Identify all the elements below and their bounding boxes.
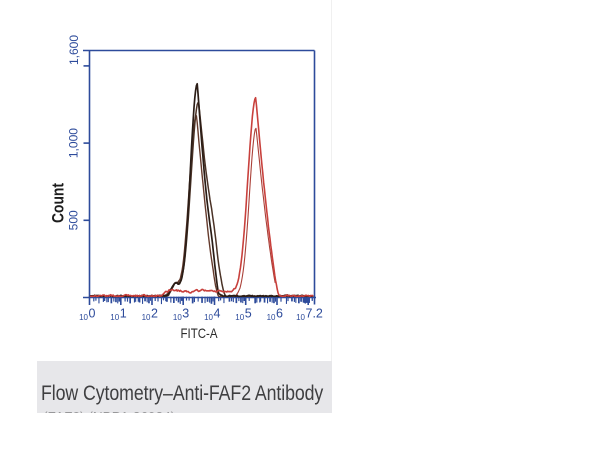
svg-text:Count: Count (49, 183, 68, 223)
svg-text:10: 10 (235, 313, 244, 322)
svg-text:10: 10 (142, 313, 151, 322)
svg-text:10: 10 (296, 313, 305, 322)
svg-text:500: 500 (67, 210, 81, 230)
svg-text:1: 1 (120, 307, 127, 321)
svg-text:1,000: 1,000 (67, 128, 81, 158)
svg-text:3: 3 (182, 307, 189, 321)
svg-text:7.2: 7.2 (306, 307, 323, 321)
svg-text:0: 0 (89, 307, 96, 321)
svg-text:10: 10 (110, 313, 119, 322)
svg-text:4: 4 (214, 307, 221, 321)
svg-text:10: 10 (79, 313, 88, 322)
svg-text:2: 2 (151, 307, 158, 321)
svg-text:1,600: 1,600 (67, 35, 81, 65)
svg-text:10: 10 (204, 313, 213, 322)
svg-text:FITC-A: FITC-A (181, 325, 219, 341)
svg-text:6: 6 (276, 307, 283, 321)
svg-text:10: 10 (173, 313, 182, 322)
svg-text:10: 10 (267, 313, 276, 322)
svg-text:5: 5 (245, 307, 252, 321)
